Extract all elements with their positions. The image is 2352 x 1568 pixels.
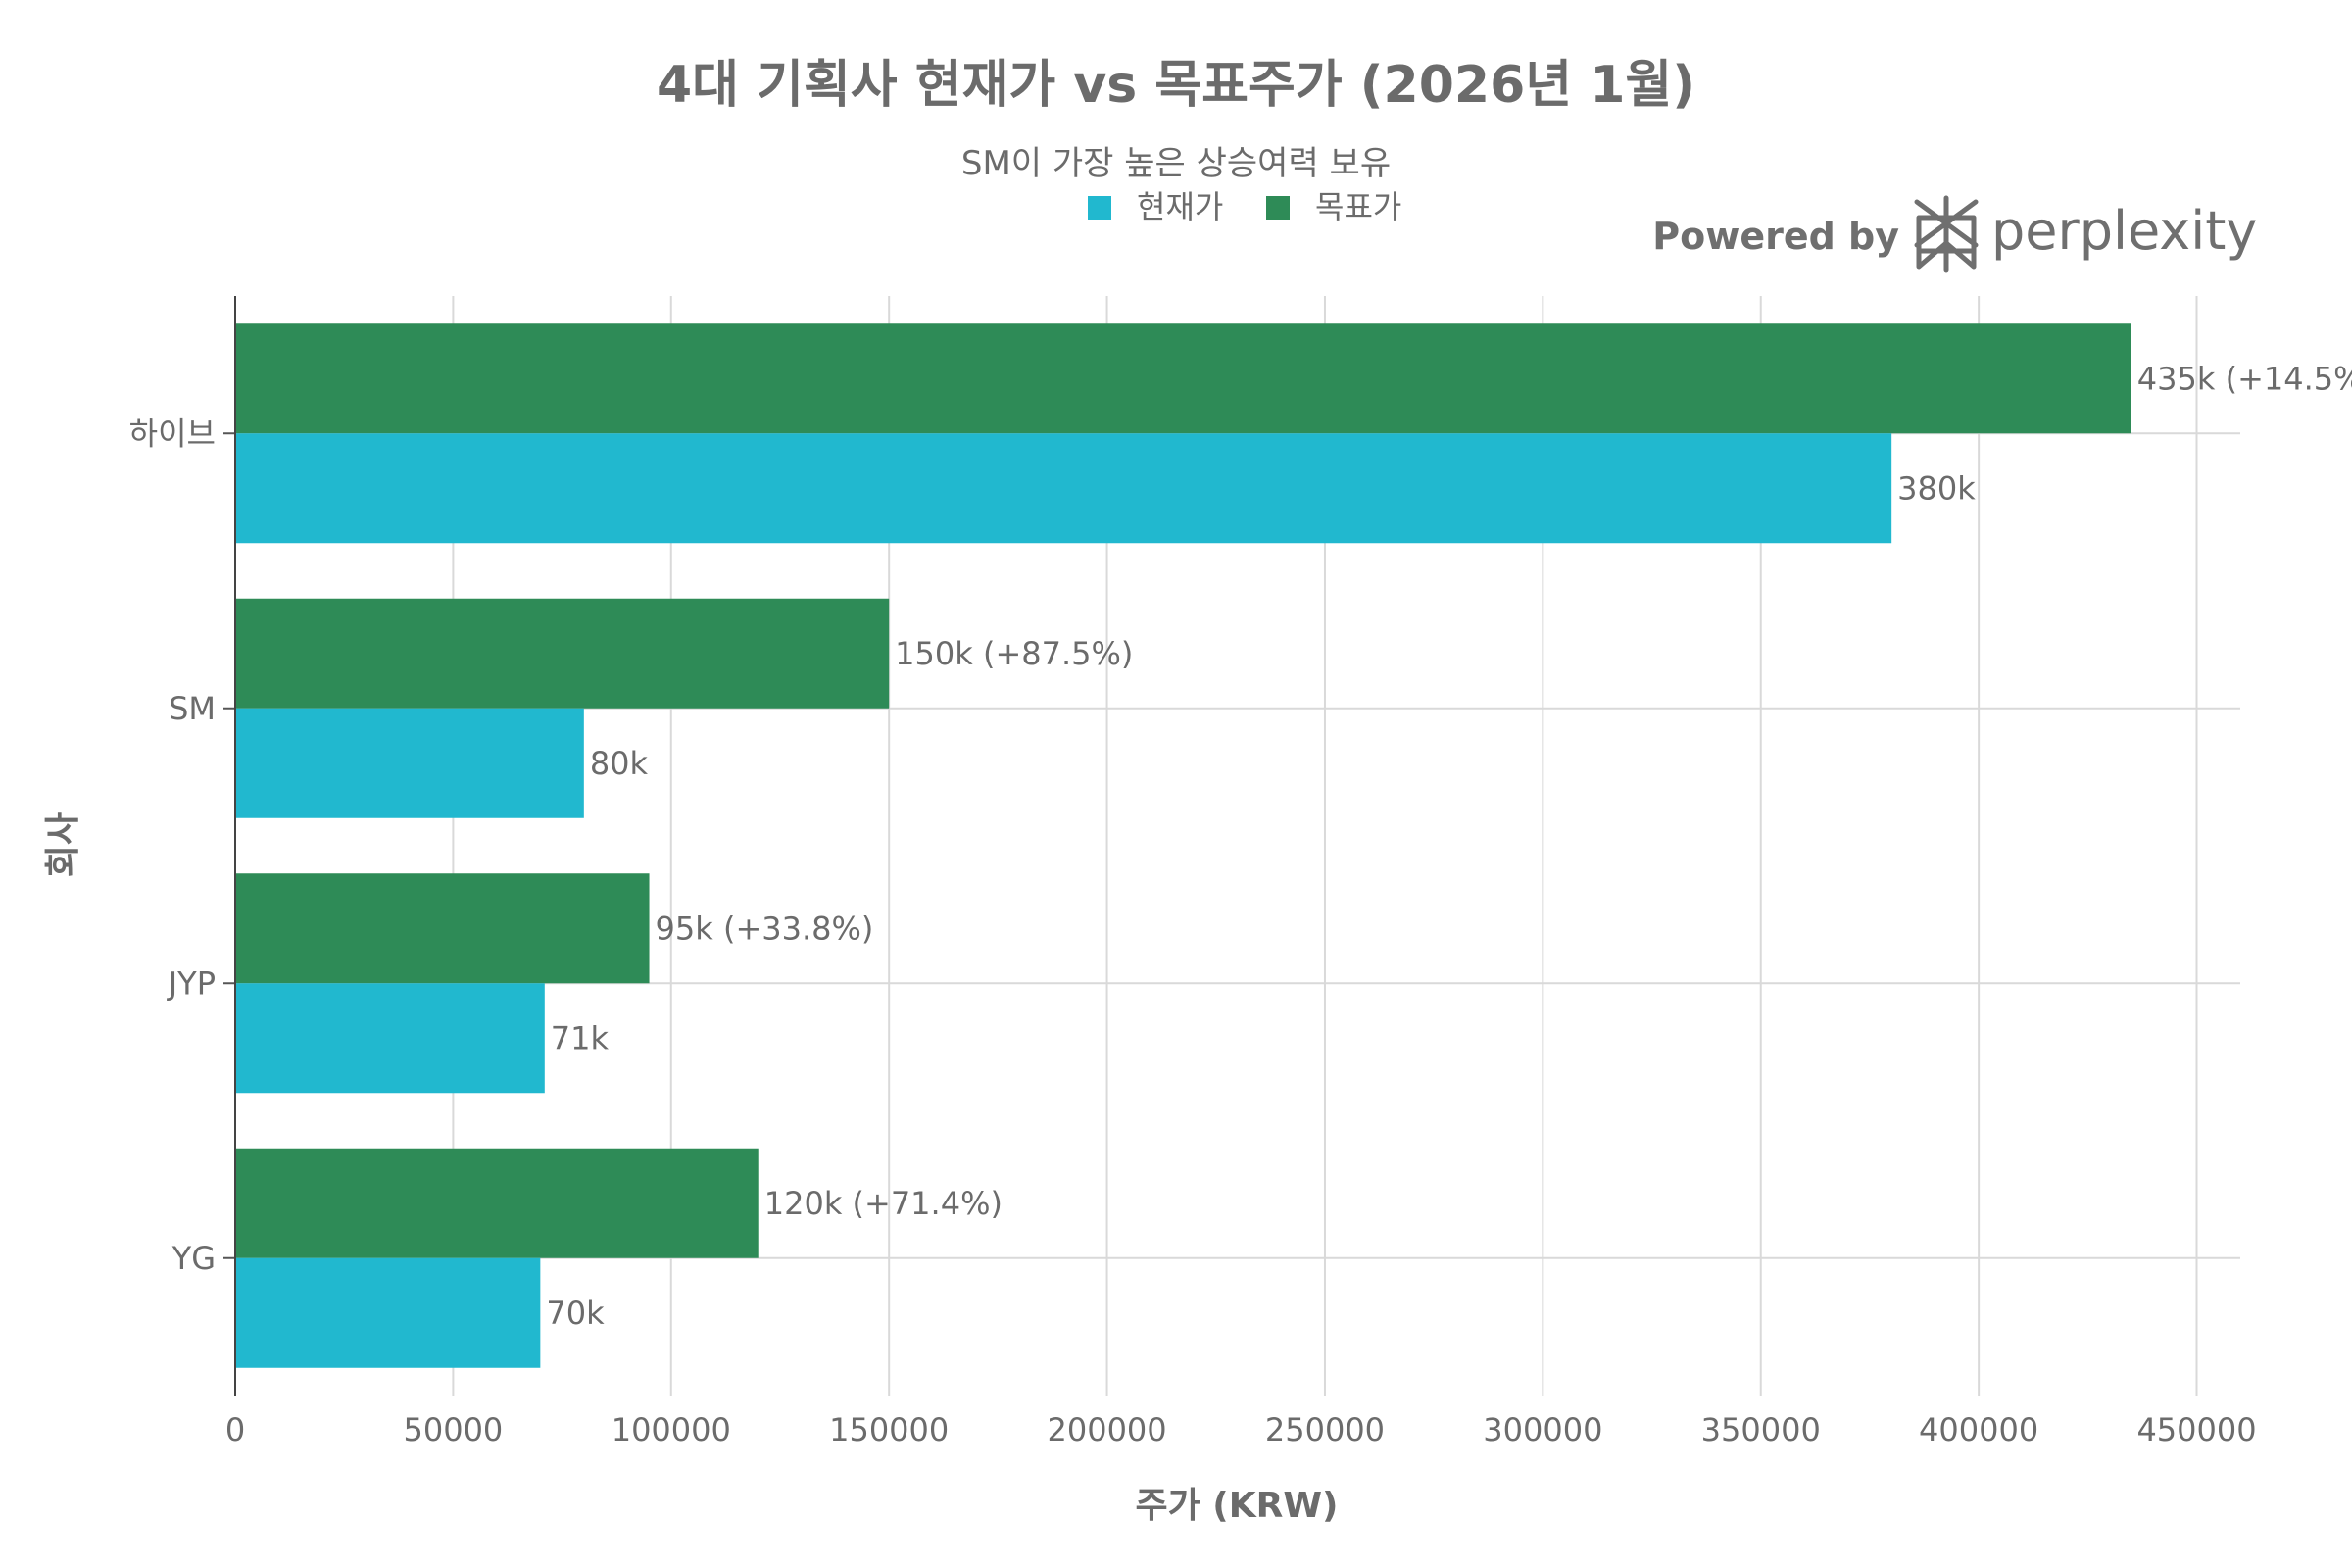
x-tick-label: 100000 xyxy=(612,1411,731,1448)
chart-subtitle: SM이 가장 높은 상승여력 보유 xyxy=(961,144,1391,183)
bars xyxy=(235,323,2132,1368)
legend: 현재가 목표가 xyxy=(1088,188,1401,225)
legend-label-target: 목표가 xyxy=(1315,188,1401,225)
data-label-current: 80k xyxy=(590,745,649,782)
data-label-target: 435k (+14.5%) xyxy=(2137,360,2352,397)
x-tick-label: 350000 xyxy=(1701,1411,1821,1448)
powered-by-branding: Powered by perplexity xyxy=(1652,195,2257,273)
x-tick-label: 200000 xyxy=(1047,1411,1166,1448)
legend-swatch-target xyxy=(1266,196,1290,220)
x-tick-label: 300000 xyxy=(1483,1411,1602,1448)
bar-current xyxy=(235,708,584,818)
data-label-current: 70k xyxy=(546,1295,605,1332)
bar-target xyxy=(235,323,2132,434)
bar-target xyxy=(235,598,890,709)
data-label-target: 95k (+33.8%) xyxy=(656,909,874,947)
axes: 0 50000 100000 150000 200000 250000 300000 3500… xyxy=(129,296,2257,1448)
x-tick-label: 400000 xyxy=(1919,1411,2038,1448)
perplexity-logo-icon xyxy=(1914,195,1979,273)
x-tick-label: 50000 xyxy=(403,1411,503,1448)
bar-target xyxy=(235,1148,759,1258)
bar-current xyxy=(235,433,1892,544)
y-tick-label: SM xyxy=(169,690,216,727)
x-tick-label: 250000 xyxy=(1265,1411,1385,1448)
powered-by-text: Powered by xyxy=(1652,215,1899,258)
x-tick-label: 150000 xyxy=(829,1411,949,1448)
y-tick-label: 하이브 xyxy=(129,415,216,452)
data-label-target: 120k (+71.4%) xyxy=(764,1185,1003,1222)
chart-title: 4대 기획사 현재가 vs 목표주가 (2026년 1월) xyxy=(657,56,1695,115)
bar-current xyxy=(235,983,545,1094)
data-label-current: 71k xyxy=(551,1019,610,1056)
x-axis-title: 주가 (KRW) xyxy=(1135,1486,1338,1526)
perplexity-logo-text: perplexity xyxy=(1991,200,2257,262)
legend-swatch-current xyxy=(1088,196,1111,220)
y-axis-title: 회사 xyxy=(43,812,83,877)
legend-label-current: 현재가 xyxy=(1137,188,1223,225)
bar-current xyxy=(235,1257,541,1368)
data-label-target: 150k (+87.5%) xyxy=(895,635,1133,672)
data-labels: 435k (+14.5%) 380k 150k (+87.5%) 80k 95k (+3… xyxy=(546,360,2352,1332)
y-tick-label: YG xyxy=(172,1240,216,1277)
x-tick-label: 450000 xyxy=(2136,1411,2256,1448)
bar-target xyxy=(235,873,650,984)
data-label-current: 380k xyxy=(1897,469,1976,507)
y-tick-label: JYP xyxy=(167,964,216,1002)
x-tick-label: 0 xyxy=(225,1411,245,1448)
